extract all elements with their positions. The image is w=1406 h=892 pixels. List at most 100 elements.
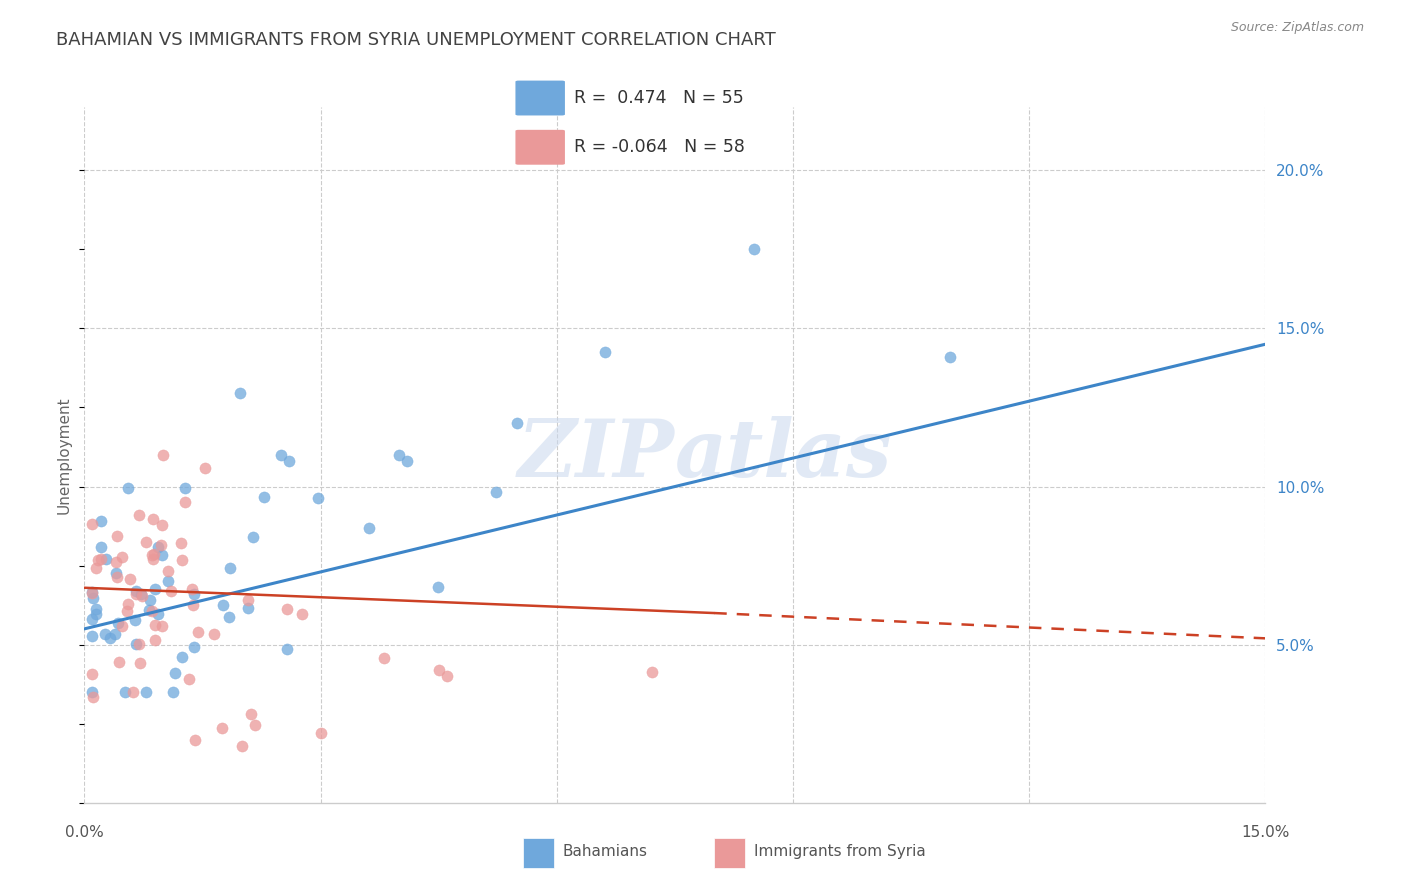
Point — [82, 586, 104, 600]
Point — [148, 541, 170, 555]
Point — [177, 672, 200, 686]
Point — [194, 461, 217, 475]
Point — [506, 417, 529, 431]
Point — [111, 619, 134, 633]
Point — [84, 602, 107, 616]
Point — [436, 669, 458, 683]
Point — [131, 589, 153, 603]
Point — [427, 580, 450, 594]
Point — [128, 508, 150, 522]
Point — [170, 536, 193, 550]
Point — [150, 517, 173, 532]
Point — [278, 454, 301, 468]
Point — [219, 560, 242, 574]
Text: Source: ZipAtlas.com: Source: ZipAtlas.com — [1230, 21, 1364, 34]
Text: atlas: atlas — [675, 417, 893, 493]
Point — [309, 726, 332, 740]
Point — [183, 732, 205, 747]
Point — [108, 655, 131, 669]
Point — [162, 685, 184, 699]
Point — [82, 516, 104, 531]
Point — [202, 627, 225, 641]
Point — [114, 685, 136, 699]
Point — [129, 657, 152, 671]
Point — [239, 707, 262, 722]
Point — [183, 587, 205, 601]
Point — [174, 494, 197, 508]
Point — [141, 604, 163, 618]
Point — [183, 598, 205, 612]
Point — [105, 529, 128, 543]
Point — [939, 351, 962, 365]
Point — [373, 650, 395, 665]
Point — [90, 551, 112, 566]
Point — [357, 521, 380, 535]
Point — [165, 666, 187, 681]
Point — [104, 627, 127, 641]
Point — [427, 663, 450, 677]
Point — [276, 642, 298, 657]
FancyBboxPatch shape — [516, 130, 565, 165]
Point — [291, 607, 314, 621]
Bar — [523, 838, 554, 868]
Point — [238, 593, 260, 607]
Point — [117, 481, 139, 495]
Point — [253, 490, 276, 504]
Point — [157, 574, 180, 589]
Point — [107, 570, 129, 584]
Text: R = -0.064   N = 58: R = -0.064 N = 58 — [574, 138, 745, 156]
Point — [187, 624, 209, 639]
Point — [82, 690, 104, 705]
Point — [270, 448, 292, 462]
Point — [742, 243, 765, 257]
Point — [593, 345, 616, 359]
Point — [245, 718, 267, 732]
Point — [82, 629, 104, 643]
Point — [211, 722, 233, 736]
Point — [181, 582, 204, 596]
Point — [172, 650, 194, 665]
Point — [143, 582, 166, 596]
Text: Bahamians: Bahamians — [562, 845, 647, 859]
Text: Immigrants from Syria: Immigrants from Syria — [754, 845, 925, 859]
Point — [142, 552, 165, 566]
Point — [242, 530, 264, 544]
Point — [125, 637, 148, 651]
Point — [156, 564, 179, 578]
Point — [141, 548, 163, 562]
Point — [142, 547, 165, 561]
Point — [276, 602, 298, 616]
Bar — [714, 838, 745, 868]
Point — [396, 454, 419, 468]
Point — [152, 448, 174, 462]
Point — [107, 615, 129, 630]
Point — [98, 631, 121, 645]
Point — [236, 601, 259, 615]
Point — [118, 572, 141, 586]
Point — [143, 617, 166, 632]
Point — [105, 566, 128, 580]
Point — [228, 385, 250, 400]
Point — [150, 538, 173, 552]
Point — [135, 534, 157, 549]
Point — [150, 548, 173, 562]
Point — [84, 607, 107, 621]
Point — [139, 593, 162, 607]
Y-axis label: Unemployment: Unemployment — [56, 396, 72, 514]
Point — [218, 609, 240, 624]
Point — [211, 598, 233, 612]
Point — [128, 637, 150, 651]
Point — [135, 685, 157, 699]
Point — [641, 665, 664, 679]
Point — [484, 485, 506, 500]
Point — [94, 552, 117, 566]
Point — [124, 613, 146, 627]
Text: 0.0%: 0.0% — [65, 825, 104, 840]
Text: R =  0.474   N = 55: R = 0.474 N = 55 — [574, 89, 744, 107]
Point — [307, 491, 329, 505]
Point — [82, 667, 104, 681]
Point — [388, 448, 411, 462]
FancyBboxPatch shape — [516, 80, 565, 115]
Text: ZIP: ZIP — [517, 417, 675, 493]
Text: 15.0%: 15.0% — [1241, 825, 1289, 840]
